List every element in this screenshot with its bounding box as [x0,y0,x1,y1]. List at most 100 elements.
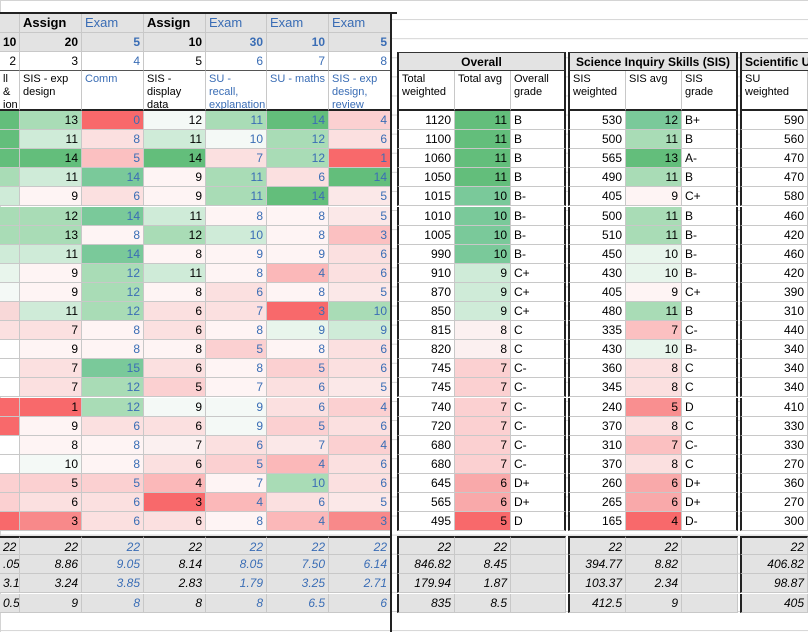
summary-cell[interactable]: 22 [0,536,20,556]
data-cell[interactable]: D- [682,512,738,532]
data-cell[interactable]: 560 [740,130,808,150]
data-cell[interactable]: 9 [626,187,682,207]
data-cell[interactable]: 9 [144,168,206,188]
summary-cell[interactable]: 22 [82,536,144,556]
data-cell[interactable]: 470 [740,168,808,188]
data-cell[interactable]: 5 [329,493,391,513]
data-cell[interactable]: 9 [144,397,206,417]
column-header[interactable]: Total avg [455,71,511,111]
data-cell[interactable]: 14 [20,149,82,169]
summary-cell[interactable]: 3.25 [267,574,329,594]
data-cell[interactable]: 9 [206,416,267,436]
data-cell[interactable]: 6 [82,512,144,532]
data-cell[interactable]: 8 [144,282,206,302]
data-cell[interactable]: 11 [626,302,682,322]
data-cell[interactable] [0,130,20,150]
data-cell[interactable]: 5 [329,187,391,207]
data-cell[interactable]: 410 [740,397,808,417]
data-cell[interactable]: 15 [82,359,144,379]
data-cell[interactable] [0,206,20,226]
data-cell[interactable]: 7 [626,435,682,455]
data-cell[interactable] [0,244,20,264]
data-cell[interactable]: 330 [740,435,808,455]
data-cell[interactable]: 8 [206,263,267,283]
summary-cell[interactable]: 8.05 [206,555,267,575]
summary-cell[interactable]: 9.05 [82,555,144,575]
header-cell[interactable]: 30 [206,33,267,52]
data-cell[interactable]: 4 [267,263,329,283]
data-cell[interactable] [0,168,20,188]
data-cell[interactable] [0,378,20,398]
data-cell[interactable]: 6 [455,493,511,513]
data-cell[interactable]: 7 [206,149,267,169]
summary-cell[interactable]: 8 [82,593,144,613]
summary-cell[interactable]: 7.50 [267,555,329,575]
data-cell[interactable]: 7 [455,397,511,417]
data-cell[interactable]: 265 [568,493,626,513]
data-cell[interactable]: 8 [82,435,144,455]
data-cell[interactable]: 450 [568,244,626,264]
data-cell[interactable]: 7 [455,359,511,379]
column-header[interactable]: ll & ion [0,71,20,111]
data-cell[interactable]: 7 [626,321,682,341]
data-cell[interactable]: 8 [267,225,329,245]
data-cell[interactable]: 1015 [397,187,455,207]
data-cell[interactable]: 5 [267,416,329,436]
data-cell[interactable]: C [511,340,566,360]
data-cell[interactable]: 370 [568,416,626,436]
data-cell[interactable]: B- [682,340,738,360]
header-cell[interactable]: 6 [206,52,267,71]
data-cell[interactable]: C [682,378,738,398]
header-cell[interactable]: Exam [267,14,329,33]
header-cell[interactable]: 3 [20,52,82,71]
data-cell[interactable]: 590 [740,111,808,131]
data-cell[interactable]: 6 [20,493,82,513]
data-cell[interactable]: D+ [682,493,738,513]
data-cell[interactable]: 6 [329,130,391,150]
data-cell[interactable]: 430 [568,263,626,283]
data-cell[interactable]: 9 [144,187,206,207]
data-cell[interactable] [0,340,20,360]
data-cell[interactable]: 3 [20,512,82,532]
data-cell[interactable]: 580 [740,187,808,207]
data-cell[interactable]: 6 [329,416,391,436]
header-cell[interactable]: Exam [82,14,144,33]
summary-cell[interactable]: 3.24 [20,574,82,594]
data-cell[interactable]: 8 [267,206,329,226]
column-header[interactable]: SU weighted [740,71,808,111]
summary-cell[interactable]: 22 [144,536,206,556]
data-cell[interactable]: B- [511,187,566,207]
summary-cell[interactable] [682,593,738,613]
data-cell[interactable]: 5 [144,378,206,398]
data-cell[interactable]: C [682,359,738,379]
header-cell[interactable]: 4 [82,52,144,71]
data-cell[interactable]: 9 [20,263,82,283]
summary-cell[interactable]: 3.85 [82,574,144,594]
data-cell[interactable] [0,397,20,417]
data-cell[interactable]: B+ [682,111,738,131]
summary-cell[interactable]: 1.87 [455,574,511,594]
data-cell[interactable]: 1050 [397,168,455,188]
summary-cell[interactable]: 412.5 [568,593,626,613]
header-cell[interactable]: Exam [206,14,267,33]
data-cell[interactable]: 565 [397,493,455,513]
data-cell[interactable]: 11 [626,206,682,226]
data-cell[interactable]: 9 [455,282,511,302]
data-cell[interactable]: 310 [568,435,626,455]
data-cell[interactable]: 6 [329,244,391,264]
data-cell[interactable]: 335 [568,321,626,341]
data-cell[interactable]: 1060 [397,149,455,169]
data-cell[interactable]: 9 [626,282,682,302]
data-cell[interactable]: D [511,512,566,532]
data-cell[interactable]: C- [511,416,566,436]
data-cell[interactable]: 5 [206,340,267,360]
header-cell[interactable]: 10 [267,33,329,52]
data-cell[interactable]: 7 [206,473,267,493]
data-cell[interactable]: A- [682,149,738,169]
data-cell[interactable]: 8 [626,359,682,379]
data-cell[interactable]: 11 [455,168,511,188]
column-header[interactable]: SIS weighted [568,71,626,111]
data-cell[interactable]: 360 [740,473,808,493]
data-cell[interactable]: 870 [397,282,455,302]
data-cell[interactable]: 405 [568,187,626,207]
